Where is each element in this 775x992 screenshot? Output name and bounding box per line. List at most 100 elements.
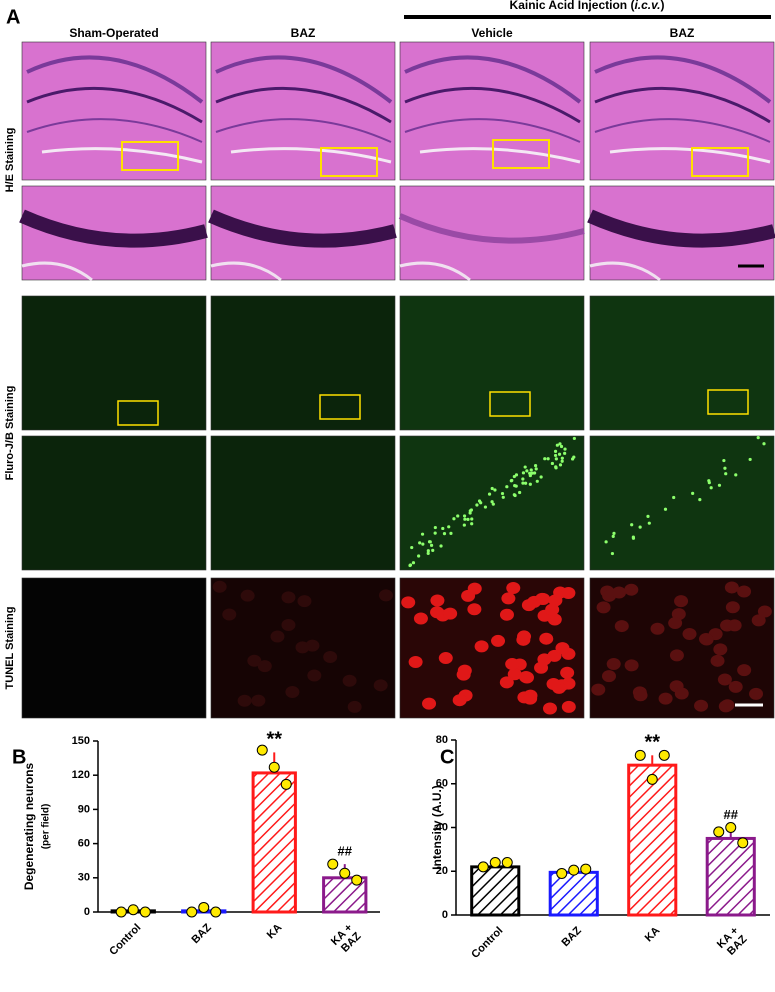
micrograph (210, 41, 396, 181)
cell (631, 535, 635, 539)
cell (408, 563, 413, 567)
nucleus (506, 581, 521, 594)
cell (433, 531, 437, 535)
x-tick-label: Control (469, 925, 505, 961)
nucleus (718, 700, 733, 713)
nucleus (438, 652, 453, 665)
y-tick-label: 40 (436, 821, 448, 833)
nucleus (212, 580, 227, 593)
nucleus (474, 640, 489, 653)
tissue-band (215, 118, 392, 143)
panel-label: C (440, 746, 454, 768)
nucleus (725, 601, 740, 614)
cell (462, 523, 466, 527)
column-header: BAZ (291, 26, 316, 40)
cell (431, 548, 435, 552)
nucleus (467, 603, 482, 616)
data-point (127, 904, 139, 916)
cell (433, 525, 437, 530)
micrograph (399, 295, 585, 431)
nucleus (517, 630, 532, 643)
nucleus (694, 699, 709, 712)
cell (610, 551, 615, 556)
nucleus (443, 607, 458, 620)
cell (421, 542, 425, 546)
zoom-box (707, 389, 749, 415)
y-tick-label: 60 (78, 838, 90, 850)
group-header-italic: i.c.v. (634, 0, 660, 12)
data-point (280, 778, 292, 790)
nucleus (452, 694, 467, 707)
y-axis-label: Intensity (A.U.) (430, 785, 444, 870)
cell (411, 561, 416, 565)
data-point (501, 857, 513, 868)
data-point (580, 863, 592, 875)
nucleus (281, 618, 296, 631)
nucleus (373, 679, 388, 692)
nucleus (281, 591, 296, 604)
cell (723, 466, 727, 470)
cell (558, 463, 563, 467)
nucleus (674, 595, 689, 608)
nucleus (501, 592, 516, 605)
cell (429, 543, 434, 547)
cell (521, 471, 526, 475)
cell (487, 492, 492, 496)
cell (512, 493, 516, 497)
cell (558, 442, 562, 446)
nucleus (633, 689, 648, 702)
cell (529, 468, 533, 472)
nucleus (536, 592, 551, 605)
cell (535, 479, 539, 483)
cell (466, 517, 470, 521)
cell (518, 490, 522, 495)
significance: ## (338, 844, 353, 859)
bar (251, 771, 297, 914)
data-point (489, 857, 501, 868)
nucleus (555, 642, 570, 655)
cell (427, 540, 432, 544)
x-tick-label: Control (107, 922, 143, 958)
cell (470, 517, 474, 521)
data-point (198, 901, 210, 913)
x-tick-label: KA +BAZ (329, 921, 364, 956)
cell (646, 514, 650, 518)
x-tick-label: BAZ (559, 924, 584, 949)
cell (557, 452, 562, 456)
cell (563, 447, 567, 451)
nucleus (650, 622, 665, 635)
column-header: BAZ (670, 26, 695, 40)
nucleus (491, 634, 506, 647)
y-tick-label: 30 (78, 872, 90, 884)
nucleus (614, 620, 629, 633)
data-point (737, 837, 749, 849)
nucleus (499, 676, 514, 689)
tissue-band (215, 55, 393, 104)
cell (555, 443, 559, 447)
nucleus (422, 697, 437, 710)
cell (441, 526, 445, 531)
cell (501, 495, 505, 499)
cell (532, 471, 537, 475)
cell (553, 453, 558, 458)
tissue-band (26, 86, 203, 124)
nucleus (257, 660, 272, 673)
nucleus (237, 694, 252, 707)
tissue-band (208, 209, 397, 248)
cell (756, 436, 760, 440)
nucleus (240, 589, 255, 602)
y-axis-label-note: (per field) (41, 804, 52, 850)
nucleus (624, 583, 639, 596)
nucleus (658, 692, 673, 705)
significance: ** (266, 729, 282, 751)
zoom-box (691, 147, 749, 177)
nucleus (728, 680, 743, 693)
data-point (186, 906, 198, 918)
cell (539, 475, 543, 479)
column-header: Sham-Operated (69, 26, 158, 40)
tissue-band (398, 213, 585, 244)
significance: ## (724, 807, 739, 822)
cell (724, 472, 728, 476)
zoom-box (492, 139, 550, 169)
cell (523, 465, 527, 469)
